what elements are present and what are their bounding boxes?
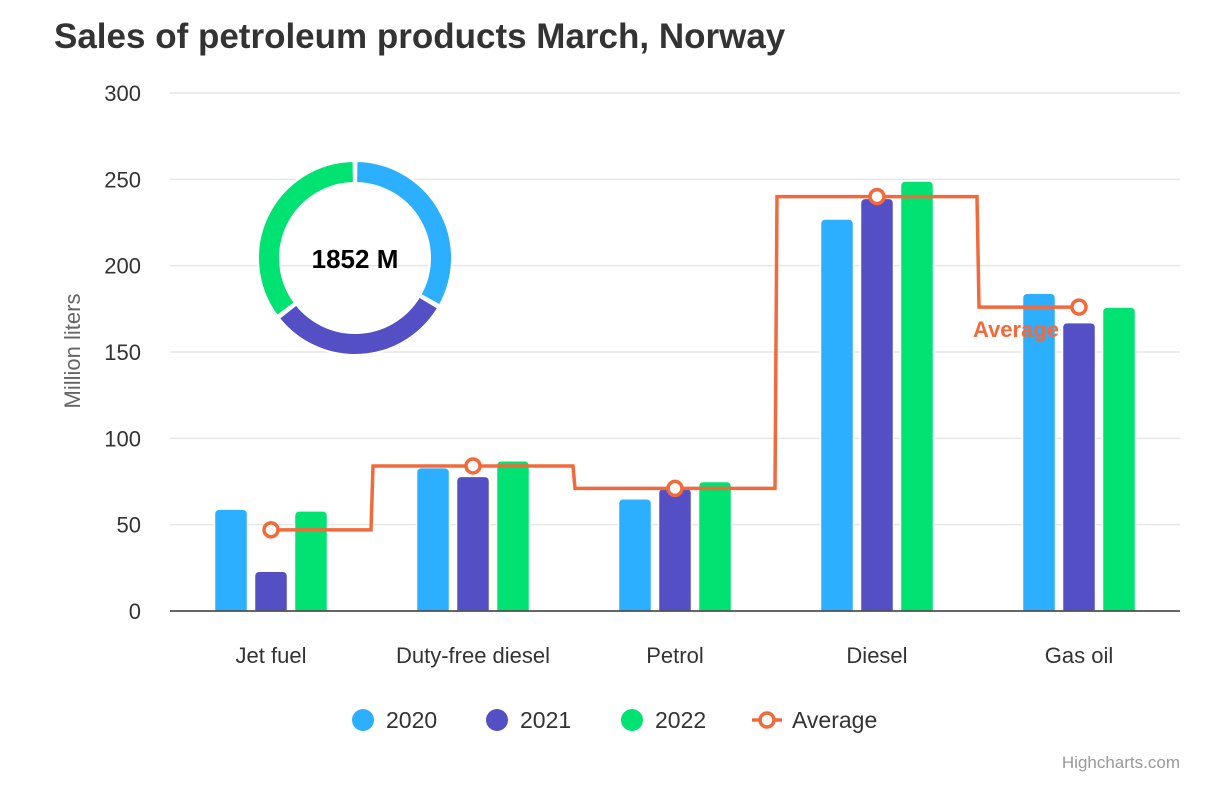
bar-2020[interactable] (213, 508, 249, 612)
legend-item-Average[interactable]: Average (752, 707, 877, 733)
legend-symbol (352, 709, 374, 731)
legend-symbol (486, 709, 508, 731)
donut-slice-2021[interactable] (277, 295, 440, 356)
y-tick-label: 100 (104, 426, 141, 451)
donut-slice-2020[interactable] (355, 160, 453, 307)
chart-title: Sales of petroleum products March, Norwa… (54, 17, 786, 56)
bar-2022[interactable] (697, 480, 733, 612)
bar-2020[interactable] (617, 498, 653, 612)
x-axis-labels: Jet fuel Duty-free diesel Petrol Diesel Gas … (236, 643, 1114, 668)
bar-2022[interactable] (1101, 306, 1137, 612)
legend-item-2022[interactable]: 2022 (621, 707, 706, 733)
y-tick-label: 0 (129, 599, 141, 624)
average-marker[interactable] (868, 187, 886, 206)
y-tick-label: 50 (117, 513, 141, 538)
bar-2021[interactable] (455, 475, 491, 612)
bars (213, 180, 1137, 612)
legend-item-2021[interactable]: 2021 (486, 707, 571, 733)
legend-label: 2022 (655, 707, 706, 733)
x-tick-label: Duty-free diesel (396, 643, 550, 668)
legend-label: Average (792, 707, 877, 733)
x-tick-label: Petrol (646, 643, 703, 668)
x-tick-label: Jet fuel (236, 643, 307, 668)
y-tick-label: 300 (104, 81, 141, 106)
bar-2021[interactable] (253, 570, 289, 612)
average-series (262, 187, 1088, 539)
y-tick-label: 150 (104, 340, 141, 365)
average-marker[interactable] (1070, 298, 1088, 316)
bar-2021[interactable] (657, 487, 693, 612)
legend[interactable]: 2020 2021 2022 Average (352, 707, 877, 733)
bar-2020[interactable] (819, 218, 855, 612)
bar-2022[interactable] (293, 510, 329, 612)
credits-link[interactable]: Highcharts.com (1062, 753, 1180, 772)
average-data-label: Average (973, 317, 1059, 342)
x-tick-label: Diesel (846, 643, 907, 668)
legend-symbol-marker (758, 711, 776, 729)
legend-symbol (621, 709, 643, 731)
y-axis-ticks: 0 50 100 150 200 250 300 (104, 81, 141, 624)
bar-2021[interactable] (1061, 321, 1097, 612)
legend-label: 2021 (520, 707, 571, 733)
average-marker[interactable] (262, 521, 280, 539)
bar-2021[interactable] (859, 197, 895, 612)
average-marker[interactable] (666, 479, 684, 498)
donut-slice-2022[interactable] (257, 160, 355, 317)
donut-center-label: 1852 M (312, 244, 399, 274)
bar-2022[interactable] (899, 180, 935, 612)
y-tick-label: 250 (104, 167, 141, 192)
legend-item-2020[interactable]: 2020 (352, 707, 437, 733)
x-tick-label: Gas oil (1045, 643, 1113, 668)
y-axis-label: Million liters (60, 294, 85, 409)
legend-label: 2020 (386, 707, 437, 733)
bar-2020[interactable] (415, 466, 451, 612)
donut-chart (257, 160, 453, 356)
average-marker[interactable] (464, 457, 482, 475)
bar-2022[interactable] (495, 460, 531, 612)
y-tick-label: 200 (104, 254, 141, 279)
bar-2020[interactable] (1021, 292, 1057, 612)
